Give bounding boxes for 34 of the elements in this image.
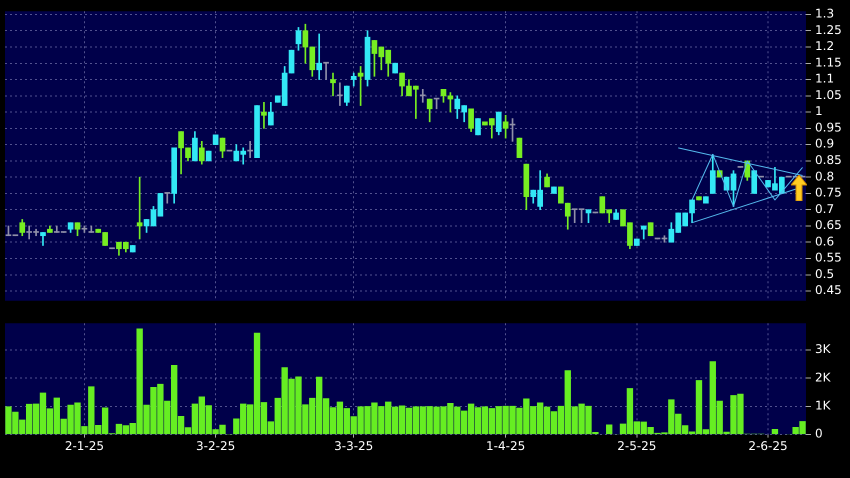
y-tick-label: 0.95 xyxy=(815,120,842,134)
y-tick-label: 1 xyxy=(815,104,823,118)
y-tick-label: 2K xyxy=(815,370,832,384)
y-tick-label: 0.8 xyxy=(815,169,834,184)
y-tick-label: 0.65 xyxy=(815,218,842,232)
bar xyxy=(772,428,778,434)
y-tick-label: 1.05 xyxy=(815,88,842,102)
x-tick-label: 2-6-25 xyxy=(748,438,788,453)
y-tick-label: 0.45 xyxy=(815,283,842,298)
y-tick-label: 0.6 xyxy=(815,234,834,248)
candlestick xyxy=(510,118,516,142)
y-tick-label: 1.15 xyxy=(815,55,842,70)
y-tick-label: 0.9 xyxy=(815,136,834,151)
y-tick-label: 1.2 xyxy=(815,39,834,54)
y-tick-label: 1K xyxy=(815,398,832,413)
x-tick-label: 1-4-25 xyxy=(486,438,526,453)
candlestick xyxy=(261,102,267,129)
candlestick xyxy=(330,72,336,96)
y-tick-label: 0.7 xyxy=(815,202,834,216)
y-tick-label: 1.25 xyxy=(815,22,842,37)
y-tick-label: 1.3 xyxy=(815,6,834,21)
x-tick-label: 3-3-25 xyxy=(334,438,374,453)
y-tick-label: 3K xyxy=(815,342,832,356)
y-tick-label: 0.55 xyxy=(815,250,842,265)
x-tick-label: 2-1-25 xyxy=(64,438,104,453)
candlestick xyxy=(434,98,440,110)
x-tick-label: 2-5-25 xyxy=(617,438,656,453)
y-tick-label: 0.5 xyxy=(815,266,834,281)
y-tick-label: 0.85 xyxy=(815,153,842,168)
y-tick-label: 0 xyxy=(815,426,823,441)
y-tick-label: 0.75 xyxy=(815,186,842,200)
y-tick-label: 1.1 xyxy=(815,72,834,86)
x-tick-label: 3-2-25 xyxy=(196,438,236,453)
bar xyxy=(606,424,612,434)
